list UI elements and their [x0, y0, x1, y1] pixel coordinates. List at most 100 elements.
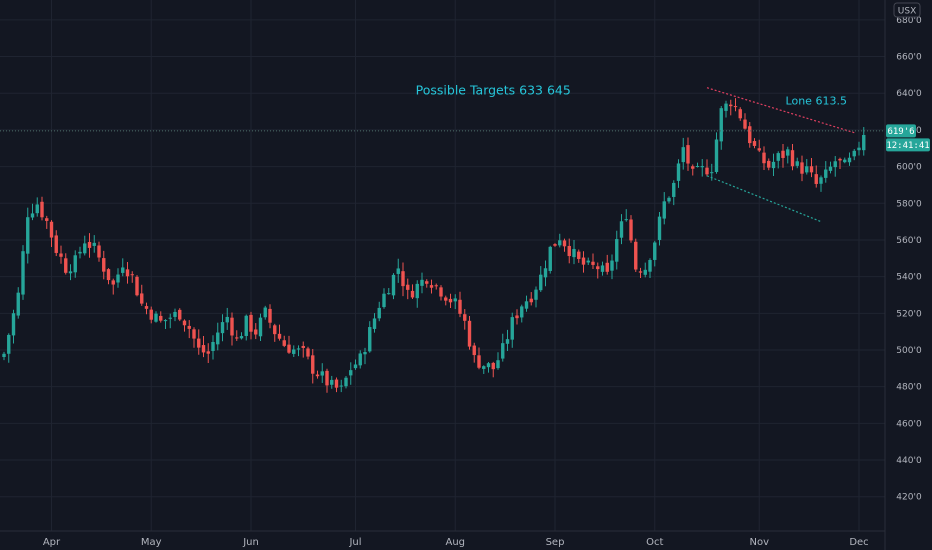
candle-body	[73, 255, 77, 273]
candle-body	[805, 166, 809, 173]
candle-body	[163, 320, 168, 322]
candle	[786, 146, 790, 164]
candle	[458, 291, 462, 318]
candle-body	[40, 201, 44, 218]
candle	[54, 230, 58, 257]
candle	[824, 161, 828, 183]
candle	[838, 157, 842, 169]
candle	[472, 342, 476, 363]
candle-body	[382, 293, 386, 308]
candle-body	[391, 274, 396, 296]
candle	[790, 143, 795, 171]
candle-body	[410, 290, 415, 298]
candle-body	[239, 336, 244, 339]
candle-body	[35, 204, 39, 214]
candle	[448, 293, 453, 308]
candle-body	[206, 351, 210, 354]
candle-body	[258, 317, 263, 337]
candle	[828, 161, 833, 174]
candle-body	[477, 355, 481, 368]
candle-body	[862, 134, 866, 151]
candle-body	[510, 317, 514, 340]
candle	[657, 212, 662, 246]
candle-body	[287, 344, 291, 353]
candle-body	[843, 159, 847, 163]
candle	[501, 333, 505, 362]
candle	[486, 362, 491, 373]
time-axis[interactable]: Apr May Jun Jul Aug Sep Oct Nov Dec	[43, 537, 869, 548]
candle-body	[743, 119, 747, 129]
candle	[197, 329, 201, 355]
candle-body	[505, 339, 510, 344]
candle-body	[268, 308, 272, 323]
candle-body	[92, 242, 96, 246]
candle	[382, 288, 386, 309]
candle	[439, 285, 443, 301]
candle-body	[339, 385, 343, 387]
candle-body	[30, 213, 35, 218]
candle	[795, 157, 799, 169]
candle-body	[277, 333, 282, 339]
candle	[757, 139, 761, 153]
candle	[529, 292, 533, 306]
candle	[35, 197, 39, 217]
candle-body	[173, 311, 177, 317]
candle	[216, 322, 220, 351]
candle	[353, 359, 358, 370]
candle	[149, 306, 153, 324]
candle	[372, 313, 377, 333]
candle-body	[624, 219, 628, 221]
candle	[515, 309, 519, 325]
currency-badge[interactable]: USX	[893, 2, 921, 18]
candle-body	[543, 268, 548, 278]
candle-body	[629, 219, 633, 241]
candle-body	[439, 287, 443, 297]
candle	[358, 350, 362, 369]
candle	[344, 376, 348, 389]
candle-body	[192, 329, 196, 339]
candle	[624, 209, 628, 222]
candle	[78, 246, 82, 259]
candle-body	[49, 221, 54, 238]
candle	[619, 214, 624, 245]
candle-body	[368, 327, 372, 352]
candle-body	[201, 345, 206, 353]
candle	[596, 262, 600, 279]
candle-body	[102, 258, 106, 272]
candle-body	[396, 268, 400, 274]
candle-body	[197, 338, 201, 348]
candle-body	[482, 366, 486, 369]
candle-body	[249, 314, 253, 332]
candle-body	[676, 163, 681, 181]
candle-body	[472, 345, 476, 356]
candle-body	[11, 313, 16, 336]
candle-body	[106, 269, 111, 281]
candle-body	[45, 218, 49, 221]
candle	[97, 241, 101, 262]
candle	[320, 363, 324, 383]
candle-body	[581, 257, 586, 265]
candle-body	[111, 280, 115, 285]
candle	[230, 312, 234, 346]
candle-body	[64, 258, 68, 273]
chart-annotation: Possible Targets 633 645	[416, 82, 571, 97]
candle-body	[144, 306, 149, 309]
x-tick-label: Jun	[242, 537, 259, 548]
candle	[591, 253, 595, 269]
candle	[282, 335, 286, 348]
candle-body	[401, 271, 405, 287]
candle-body	[600, 265, 605, 272]
candle-body	[315, 374, 320, 377]
candle	[45, 215, 49, 229]
candle	[64, 253, 68, 275]
candle	[211, 335, 215, 360]
candle-body	[534, 289, 538, 300]
candle	[691, 164, 695, 176]
candle	[396, 258, 400, 283]
candle	[629, 215, 633, 243]
candle	[767, 158, 771, 171]
price-axis[interactable]: 420'0 440'0 460'0 480'0 500'0 520'0 540'0 560'0…	[896, 16, 922, 503]
candle	[724, 100, 728, 118]
candle-body	[567, 245, 571, 257]
